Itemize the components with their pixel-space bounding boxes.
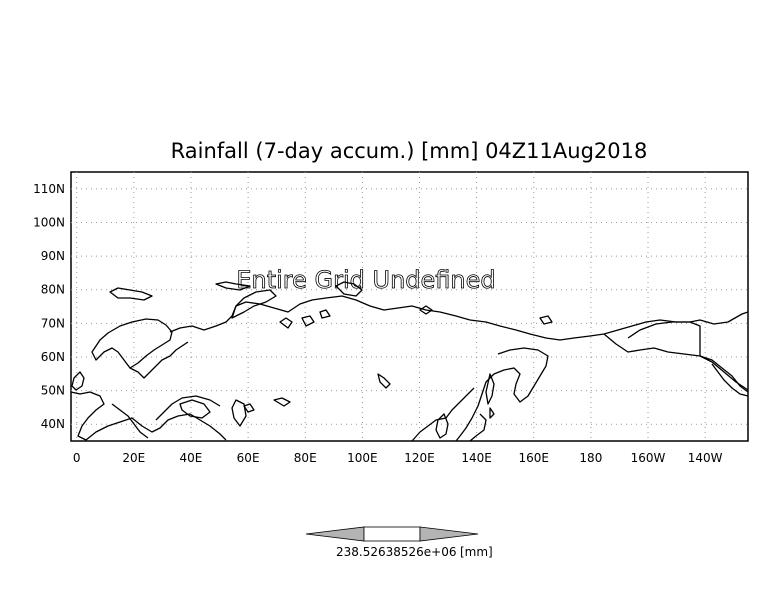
coastline-alaska: [627, 321, 749, 391]
coastline-arctic-russia: [169, 295, 749, 341]
coastline-aral: [243, 403, 255, 413]
latitude-tick-label: 80N: [41, 283, 65, 297]
longitude-tick-label: 120E: [404, 451, 435, 465]
coastline-svalbard: [109, 287, 153, 301]
coastline-severnaya-zemlya: [335, 281, 363, 297]
latitude-tick-label: 90N: [41, 249, 65, 263]
undefined-grid-notice: Entire Grid Undefined: [236, 266, 495, 294]
coastline-lake-balkhash: [273, 397, 291, 407]
coastline-scandinavia: [91, 318, 173, 369]
latitude-tick-label: 40N: [41, 417, 65, 431]
latitude-tick-label: 110N: [33, 182, 65, 196]
colorbar-label: 238.52638526e+06: [336, 545, 457, 559]
longitude-tick-label: 160E: [519, 451, 550, 465]
longitude-tick-label: 140W: [688, 451, 723, 465]
coastline-japan: [469, 407, 495, 442]
longitude-tick-label: 0: [73, 451, 81, 465]
longitude-tick-label: 140E: [461, 451, 492, 465]
latitude-tick-label: 50N: [41, 384, 65, 398]
coastline-mediterranean: [111, 395, 221, 439]
coastline-novaya-zemlya: [231, 289, 277, 319]
colorbar-right-arrow: [419, 526, 479, 542]
latitude-tick-label: 60N: [41, 350, 65, 364]
coastline-east-asia: [411, 387, 475, 442]
longitude-tick-label: 20E: [122, 451, 145, 465]
longitude-tick-label: 40E: [180, 451, 203, 465]
longitude-tick-label: 180: [579, 451, 602, 465]
colorbar-box: [363, 526, 421, 542]
colorbar-unit: [mm]: [460, 545, 493, 559]
longitude-tick-label: 100E: [347, 451, 378, 465]
coastlines: [70, 281, 749, 442]
coastline-uk: [71, 371, 85, 391]
coastline-lake-baikal: [377, 373, 391, 389]
latitude-tick-label: 100N: [33, 215, 65, 229]
coastline-black-caspian: [179, 399, 247, 427]
map-title: Rainfall (7-day accum.) [mm] 04Z11Aug201…: [171, 139, 648, 163]
coastline-kamchatka-okhotsk: [455, 347, 549, 442]
coastline-arctic-islands: [279, 305, 553, 329]
coastline-chukotka: [603, 333, 749, 393]
coastline-korea: [435, 413, 449, 439]
longitude-tick-label: 160W: [631, 451, 666, 465]
coastline-sakhalin: [485, 373, 495, 405]
longitude-tick-labels: 0 20E 40E 60E 80E 100E 120E 140E 160E 180 160W 140W: [73, 451, 723, 465]
coastline-baltic: [129, 341, 189, 379]
coastline-alaska-south: [711, 363, 749, 397]
colorbar: 238.52638526e+06 [mm]: [305, 526, 493, 559]
latitude-tick-labels: 110N 100N 90N 80N 70N 60N 50N 40N: [33, 182, 65, 431]
latitude-tick-label: 70N: [41, 316, 65, 330]
longitude-tick-label: 80E: [294, 451, 317, 465]
colorbar-left-arrow: [305, 526, 365, 542]
coastline-franz-josef: [215, 281, 251, 291]
coastline-western-europe: [70, 391, 227, 441]
longitude-tick-label: 60E: [237, 451, 260, 465]
